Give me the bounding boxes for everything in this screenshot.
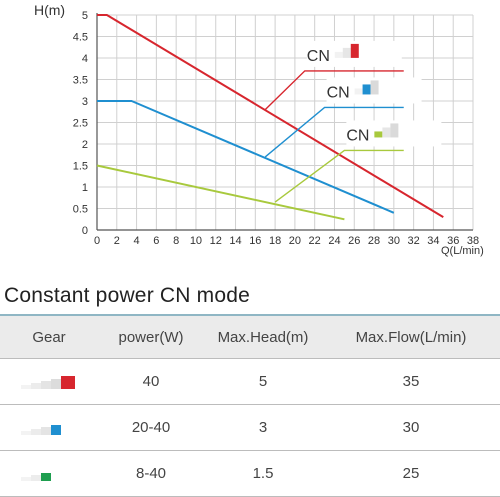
legend-gear-bar: [382, 127, 391, 138]
legend-gear-bar: [374, 131, 383, 138]
x-tick-label: 34: [427, 235, 439, 247]
x-tick-label: 26: [348, 235, 360, 247]
power-cell: 40: [98, 358, 204, 405]
y-tick-label: 0.5: [73, 204, 88, 216]
gear-level-bar: [21, 431, 31, 436]
chart-legend: CN CN CN: [264, 40, 442, 203]
gear-cell: [0, 358, 98, 405]
legend-gear-bar: [362, 84, 371, 95]
x-tick-label: 10: [190, 235, 202, 247]
legend-label: CN: [346, 127, 369, 144]
gear-cell: [0, 450, 98, 497]
y-tick-label: 4: [82, 53, 88, 65]
x-tick-label: 14: [229, 235, 241, 247]
x-tick-label: 36: [447, 235, 459, 247]
flow-cell: 35: [322, 358, 500, 405]
x-tick-label: 38: [467, 235, 479, 247]
flow-cell: 30: [322, 404, 500, 451]
x-tick-labels: 0 2 4 6 8 10 12 14 16 18 20 22 24 26 28 30 32 34 36 38: [94, 235, 479, 247]
x-tick-label: 12: [210, 235, 222, 247]
gear-level-icon: [21, 425, 61, 436]
power-cell: 20-40: [98, 404, 204, 451]
gear-level-bar: [21, 385, 31, 390]
gear-level-bar: [51, 379, 61, 390]
x-axis-label: Q(L/min): [441, 245, 484, 257]
table-header-row: Gear power(W) Max.Head(m) Max.Flow(L/min…: [0, 315, 500, 359]
x-tick-label: 22: [309, 235, 321, 247]
legend-gear-bar: [334, 51, 343, 58]
legend-label: CN: [327, 84, 350, 101]
series-line-0: [97, 14, 444, 218]
head-cell: 1.5: [204, 450, 322, 497]
y-tick-label: 3: [82, 96, 88, 108]
head-cell: 5: [204, 358, 322, 405]
legend-gear-bar: [350, 43, 359, 58]
x-tick-label: 32: [408, 235, 420, 247]
chart-axes: [96, 13, 473, 231]
gear-level-bar: [31, 383, 41, 390]
gear-level-bar: [31, 475, 41, 482]
y-tick-label: 5: [82, 10, 88, 22]
series-line-2: [96, 164, 345, 221]
legend-leader-line: [264, 106, 404, 158]
table-row: 8-40 1.5 25: [0, 450, 500, 497]
y-tick-labels: 0 0.5 1 1.5 2 2.5 3 3.5 4 4.5 5: [73, 10, 88, 237]
series-line-1: [97, 100, 395, 214]
flow-cell: 25: [322, 450, 500, 497]
gear-level-bar: [41, 427, 51, 436]
gear-cell: [0, 404, 98, 451]
spec-table: Gear power(W) Max.Head(m) Max.Flow(L/min…: [0, 314, 500, 497]
gear-level-bar: [41, 473, 51, 482]
y-tick-label: 3.5: [73, 75, 88, 87]
x-tick-label: 2: [114, 235, 120, 247]
y-tick-label: 2: [82, 139, 88, 151]
x-tick-label: 18: [269, 235, 281, 247]
x-tick-label: 16: [249, 235, 261, 247]
y-tick-label: 4.5: [73, 32, 88, 44]
x-tick-label: 0: [94, 235, 100, 247]
header-gear: Gear: [32, 328, 66, 346]
chart-series: [96, 14, 444, 221]
gear-level-bar: [31, 429, 41, 436]
header-max-head: Max.Head(m): [217, 328, 309, 346]
x-tick-label: 6: [153, 235, 159, 247]
table-row: 40 5 35: [0, 358, 500, 405]
legend-leader-line: [274, 149, 404, 203]
x-tick-label: 8: [173, 235, 179, 247]
x-tick-label: 30: [388, 235, 400, 247]
section-title: Constant power CN mode: [4, 284, 251, 307]
head-cell: 3: [204, 404, 322, 451]
y-tick-label: 1: [82, 182, 88, 194]
y-tick-label: 2.5: [73, 118, 88, 130]
legend-gear-bar: [342, 47, 351, 58]
legend-gear-bar: [370, 80, 379, 95]
gear-level-icon: [21, 376, 75, 390]
legend-leader-line: [264, 70, 404, 111]
x-tick-label: 4: [134, 235, 140, 247]
y-tick-label: 0: [82, 225, 88, 237]
gear-level-bar: [51, 425, 61, 436]
pump-curve-chart: 0 2 4 6 8 10 12 14 16 18 20 22 24 26 28 30 32 34 36 38 00.5…: [34, 2, 484, 257]
power-cell: 8-40: [98, 450, 204, 497]
header-power: power(W): [118, 328, 184, 346]
gear-level-bar: [41, 381, 51, 390]
gear-level-bar: [61, 376, 75, 390]
gear-level-icon: [21, 473, 51, 482]
x-tick-label: 28: [368, 235, 380, 247]
y-tick-label: 1.5: [73, 161, 88, 173]
x-tick-label: 20: [289, 235, 301, 247]
y-axis-label: H(m): [34, 2, 65, 18]
legend-gear-bar: [354, 88, 363, 95]
table-row: 20-40 3 30: [0, 404, 500, 451]
gear-level-bar: [21, 477, 31, 482]
legend-gear-bar: [390, 123, 399, 138]
x-tick-label: 24: [328, 235, 340, 247]
legend-label: CN: [307, 48, 330, 65]
header-max-flow: Max.Flow(L/min): [355, 328, 467, 346]
